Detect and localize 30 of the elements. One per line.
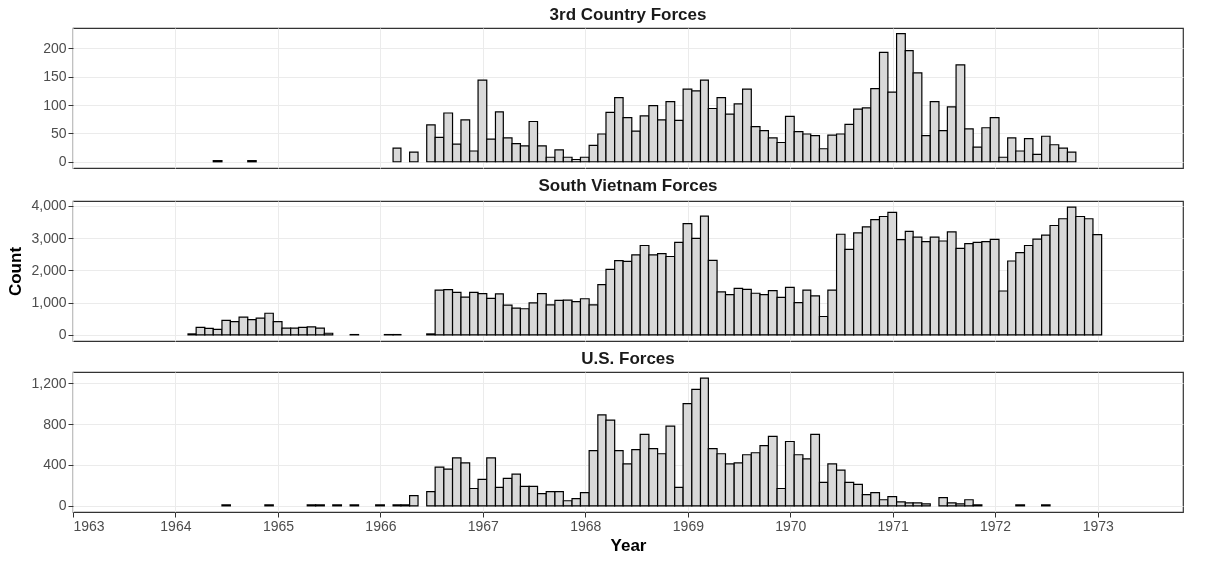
y-tick-label: 2,000 — [31, 261, 67, 278]
x-tick-label: 1966 — [365, 517, 397, 534]
x-tick-label: 1972 — [979, 517, 1012, 534]
chart-title: 3rd Country Forces — [549, 5, 707, 24]
y-tick-label: 0 — [58, 497, 67, 514]
x-tick-label: 1971 — [877, 517, 909, 534]
y-tick-label: 3,000 — [31, 229, 67, 246]
y-tick-label: 100 — [43, 96, 67, 113]
y-tick-label: 0 — [58, 326, 67, 343]
y-tick-label: 150 — [43, 68, 67, 85]
y-tick-label: 800 — [43, 415, 67, 432]
y-tick-label: 4,000 — [31, 197, 67, 214]
x-tick-label: 1964 — [160, 517, 192, 534]
y-tick-label: 400 — [43, 456, 67, 473]
y-tick-label: 1,200 — [31, 374, 67, 391]
y-tick-label: 50 — [50, 124, 67, 141]
x-axis-title: Year — [610, 535, 647, 555]
x-tick-label: 1967 — [467, 517, 500, 534]
x-tick-label: 1970 — [775, 517, 807, 534]
x-tick-label: 1973 — [1082, 517, 1114, 534]
chart-title: South Vietnam Forces — [538, 175, 718, 195]
x-tick-label: 1969 — [672, 517, 705, 534]
y-axis-title: Count — [5, 246, 25, 297]
y-tick-label: 200 — [43, 39, 67, 56]
y-tick-label: 0 — [58, 153, 67, 170]
x-tick-label: 1968 — [570, 517, 602, 534]
x-tick-label: 1963 — [73, 517, 105, 534]
chart-title: U.S. Forces — [581, 349, 675, 368]
y-tick-label: 1,000 — [31, 294, 67, 311]
x-tick-label: 1965 — [262, 517, 295, 534]
